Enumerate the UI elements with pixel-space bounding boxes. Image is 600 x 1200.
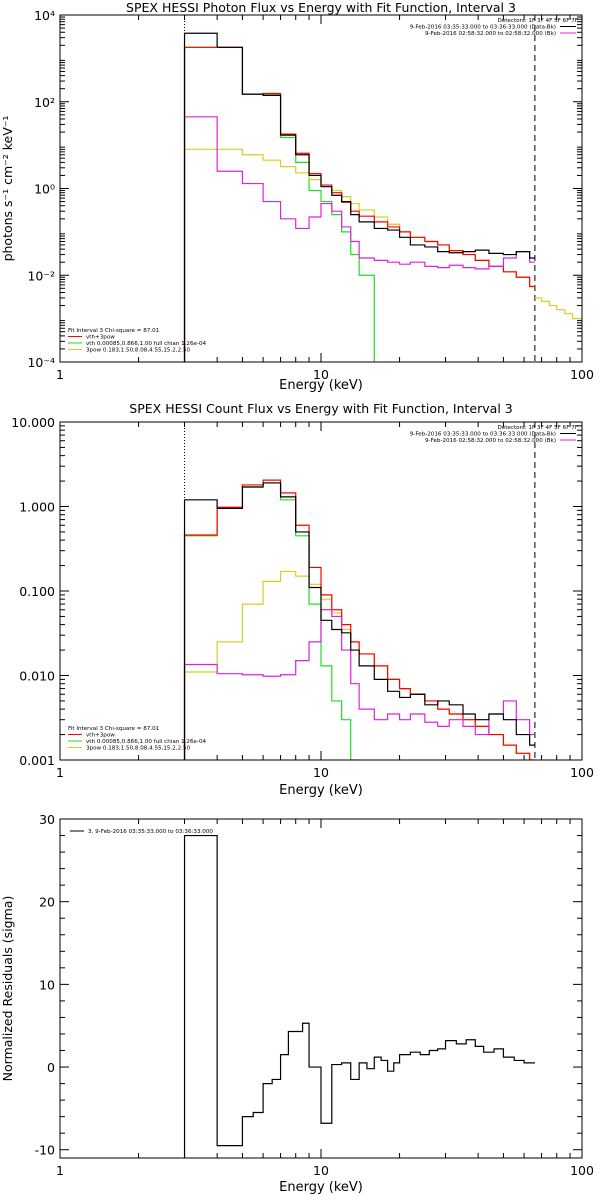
series-Data-Bk: [183, 32, 535, 362]
y-tick-label: 10⁻²: [27, 268, 55, 283]
legend-entry: 9-Feb-2016 03:35:33.000 to 03:36:33.000 …: [410, 432, 556, 438]
x-tick-label: 1: [56, 367, 64, 382]
y-tick-label: 0.010: [19, 669, 55, 684]
series-Bk: [183, 116, 535, 362]
chart-resid: Energy (keV) Normalized Residuals (sigma)…: [0, 812, 594, 1195]
y-tick-label: -10: [35, 1143, 55, 1158]
y-tick-label: 10⁴: [34, 8, 55, 23]
y-axis-label: Normalized Residuals (sigma): [0, 896, 15, 1082]
series-3pow-extension: [534, 297, 582, 320]
legend-entry: vth+3pow: [86, 733, 115, 739]
series-vth: [183, 482, 360, 760]
x-tick-label: 1: [56, 1163, 64, 1178]
y-tick-label: 10⁰: [34, 182, 55, 197]
y-tick-label: 10: [39, 977, 55, 992]
y-tick-label: 10.000: [11, 415, 55, 430]
series-residuals: [183, 834, 535, 1158]
chart-photon: SPEX HESSI Photon Flux vs Energy with Fi…: [0, 0, 594, 393]
legend-entry: 3. 9-Feb-2016 03:35:33.000 to 03:36:33.0…: [88, 829, 213, 835]
y-tick-label: 1.000: [19, 500, 55, 515]
y-tick-label: 0: [47, 1060, 55, 1075]
chart-title: SPEX HESSI Photon Flux vs Energy with Fi…: [126, 0, 516, 15]
x-axis-label: Energy (keV): [279, 783, 363, 798]
plot-area: [183, 15, 582, 362]
y-tick-label: 0.001: [19, 753, 55, 768]
y-tick-label: 30: [39, 812, 55, 827]
chart-count: SPEX HESSI Count Flux vs Energy with Fit…: [11, 401, 594, 798]
x-tick-label: 100: [570, 765, 594, 780]
legend-entry: 9-Feb-2016 02:58:32.000 to 02:58:32.000 …: [425, 438, 556, 444]
y-tick-label: 10⁻⁴: [27, 355, 55, 370]
x-axis-label: Energy (keV): [279, 1180, 363, 1195]
legend-entry: vth 0.00085,0.866,1.00 full chian 1.26e-…: [86, 739, 207, 745]
x-tick-label: 100: [570, 367, 594, 382]
legend-top: Detectors: 1F 3F 4F 5F 6F 7F9-Feb-2016 0…: [410, 425, 578, 444]
legend-top: Detectors: 1F 3F 4F 5F 6F 7F9-Feb-2016 0…: [410, 18, 578, 37]
series-vth+3pow: [183, 46, 535, 362]
legend-bottom: Fit Interval 3 Chi-square = 87.01vth+3po…: [68, 726, 207, 752]
y-tick-label: 20: [39, 895, 55, 910]
plot-area: [183, 422, 536, 760]
y-axis-label: photons s⁻¹ cm⁻² keV⁻¹: [0, 116, 15, 262]
x-tick-label: 10: [313, 367, 329, 382]
plot-area: [183, 834, 535, 1158]
y-tick-label: 10²: [34, 95, 55, 110]
x-tick-label: 100: [570, 1163, 594, 1178]
legend-header: Detectors: 1F 3F 4F 5F 6F 7F: [497, 425, 578, 431]
x-tick-label: 10: [313, 1163, 329, 1178]
legend-top: 3. 9-Feb-2016 03:35:33.000 to 03:36:33.0…: [70, 829, 213, 835]
plot-frame: [59, 14, 583, 363]
series-vth+3pow: [183, 479, 535, 760]
y-tick-label: 0.100: [19, 584, 55, 599]
legend-entry: 9-Feb-2016 02:58:32.000 to 02:58:32.000 …: [425, 31, 556, 37]
legend-bottom: Fit Interval 3 Chi-square = 87.01vth+3po…: [68, 328, 207, 354]
plot-frame: [59, 818, 583, 1159]
legend-entry: 3pow 0.183,1.50,8.08,4.55,15.2,2.50: [86, 746, 191, 752]
legend-entry: 9-Feb-2016 03:35:33.000 to 03:36:33.000 …: [410, 25, 556, 31]
x-tick-label: 10: [313, 765, 329, 780]
chart-title: SPEX HESSI Count Flux vs Energy with Fit…: [129, 401, 512, 416]
legend-header: Fit Interval 3 Chi-square = 87.01: [68, 726, 160, 732]
series-Data-Bk: [183, 482, 535, 760]
series-Bk: [183, 609, 535, 760]
ticks: [59, 14, 583, 363]
legend-header: Detectors: 1F 3F 4F 5F 6F 7F: [497, 18, 578, 24]
plot-frame: [59, 421, 583, 761]
legend-header: Fit Interval 3 Chi-square = 87.01: [68, 328, 160, 334]
ticks: [59, 421, 583, 761]
x-tick-label: 1: [56, 765, 64, 780]
legend-entry: 3pow 0.183,1.50,8.08,4.55,15.2,2.50: [86, 348, 191, 354]
legend-entry: vth 0.00085,0.866,1.00 full chian 1.26e-…: [86, 341, 207, 347]
legend-entry: vth+3pow: [86, 335, 115, 341]
series-vth: [183, 46, 375, 362]
x-axis-label: Energy (keV): [279, 378, 363, 393]
